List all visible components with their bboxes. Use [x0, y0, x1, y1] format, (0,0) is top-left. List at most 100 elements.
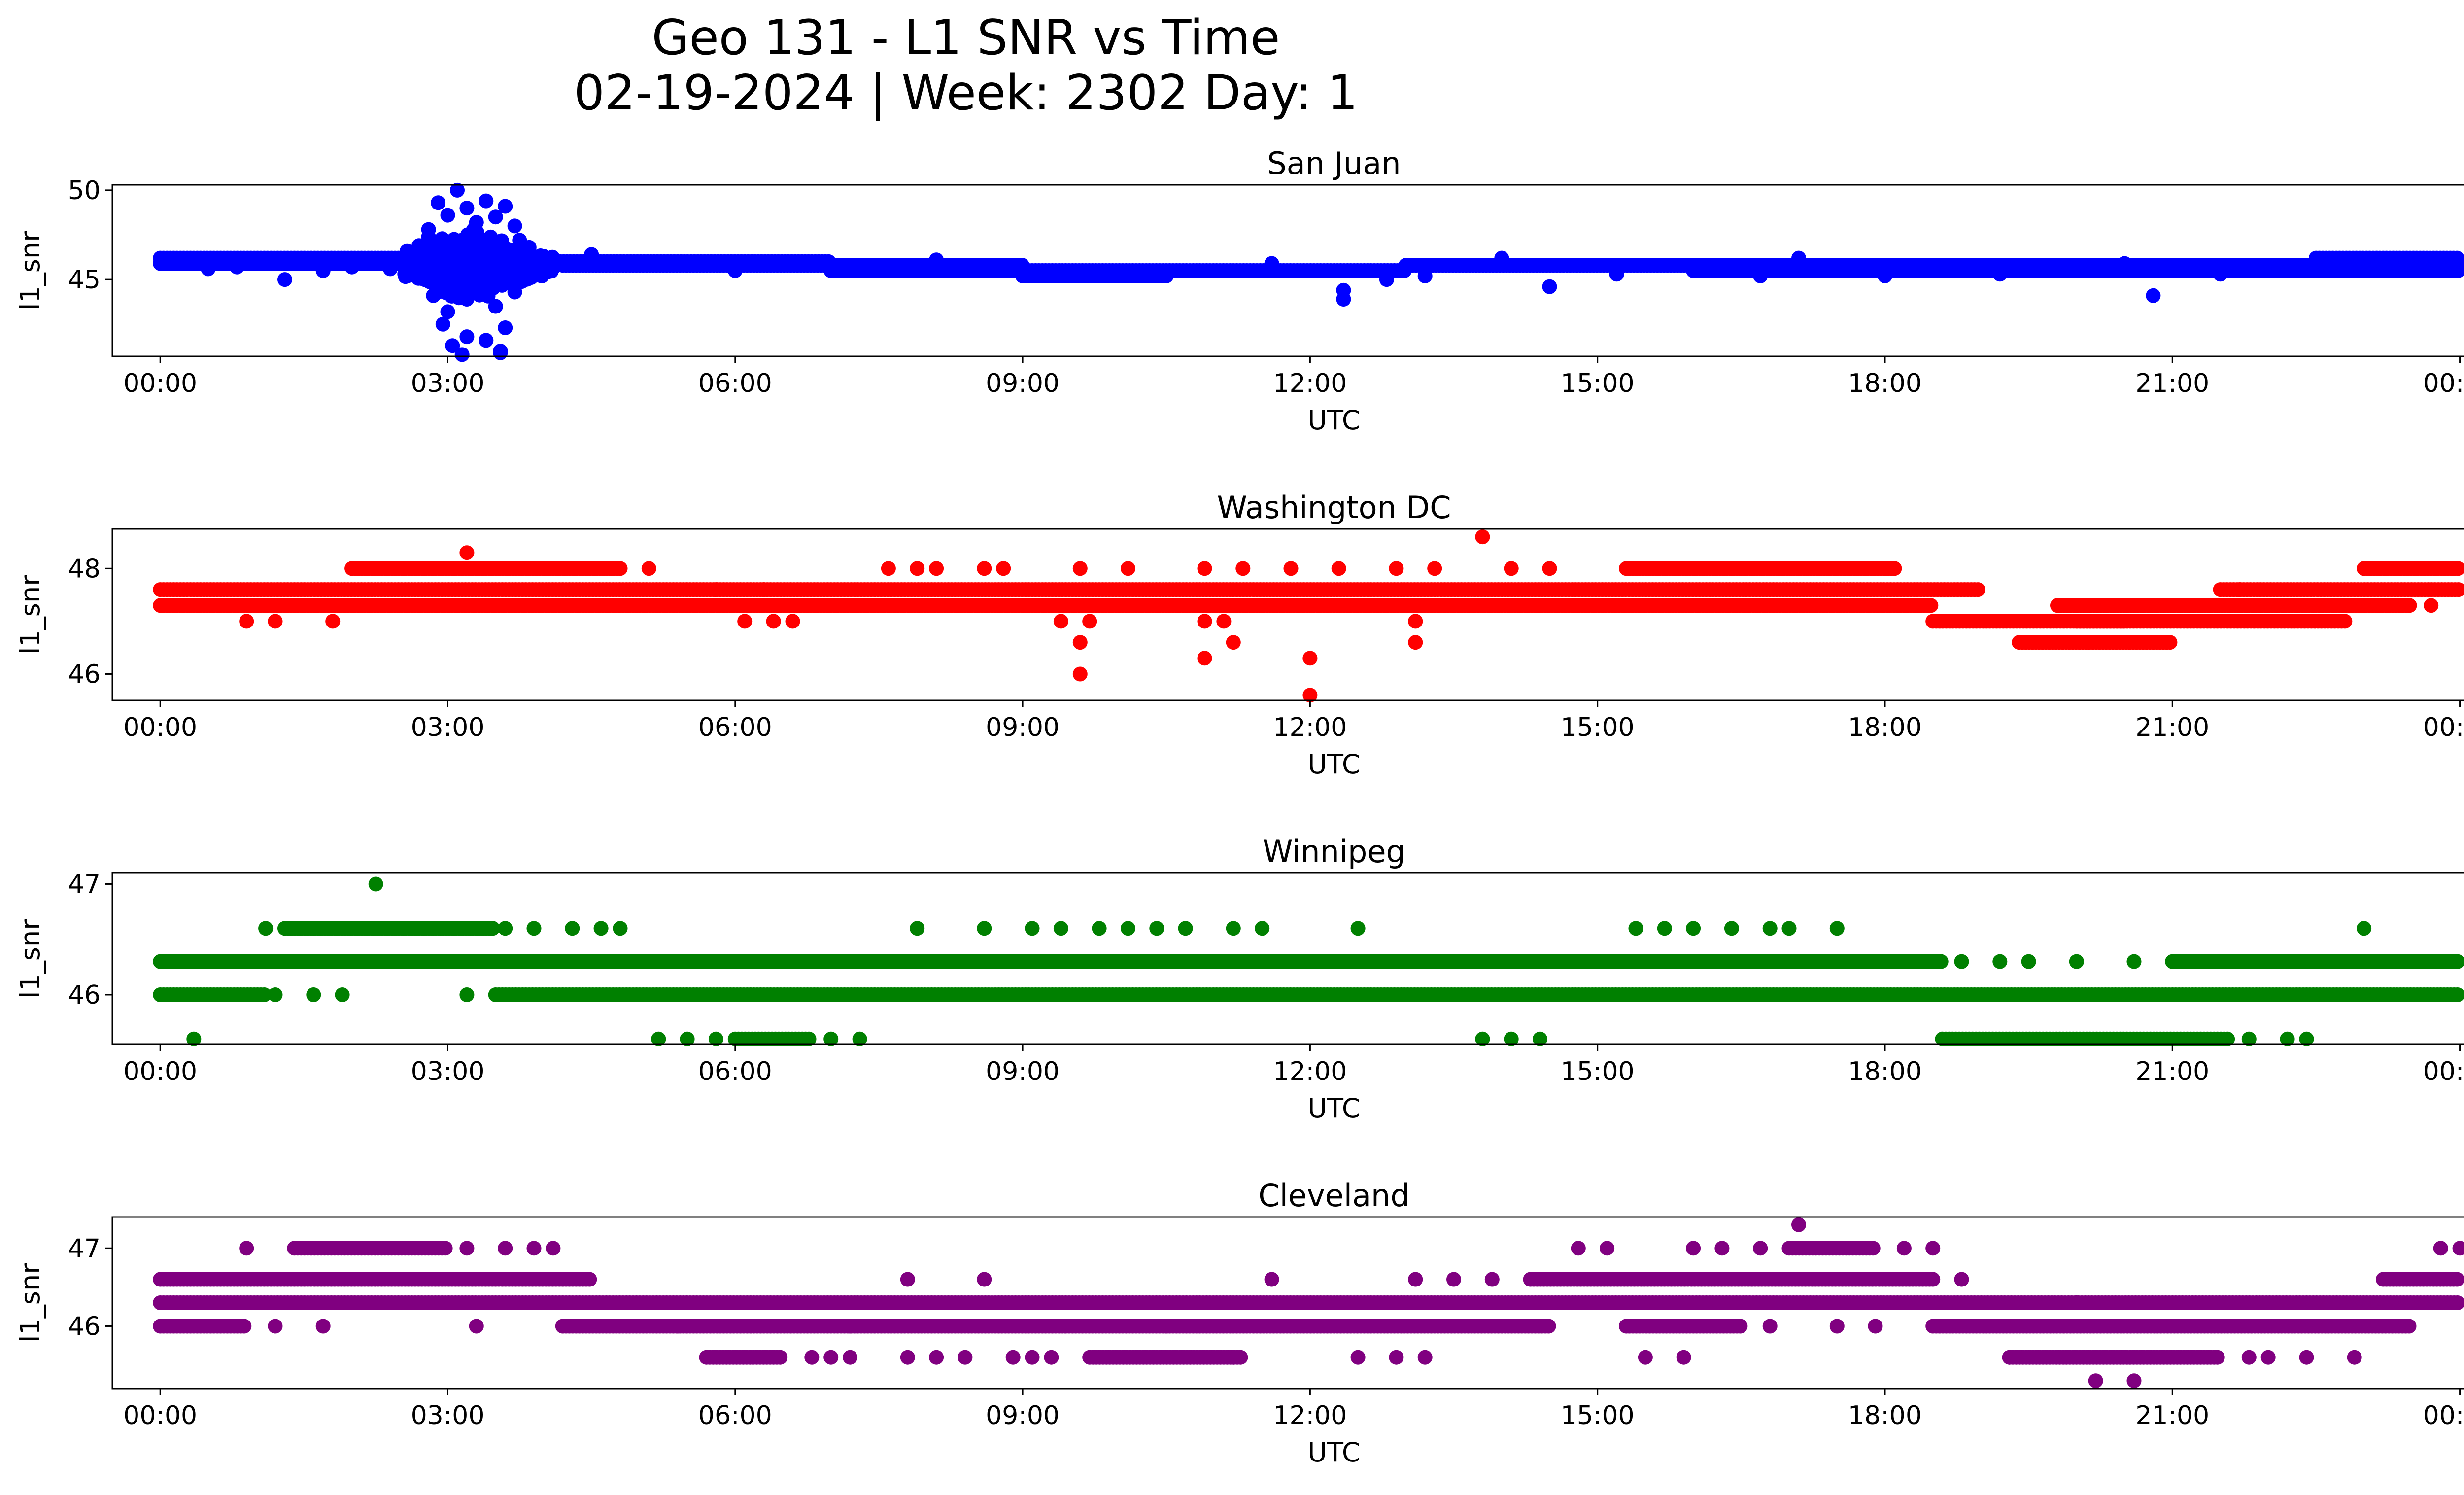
data-point: [1336, 282, 1351, 298]
y-tick-label: 48: [68, 554, 101, 584]
data-point: [613, 561, 628, 576]
data-point: [444, 288, 459, 304]
data-point: [1887, 561, 1902, 576]
data-point: [536, 249, 551, 264]
data-point: [498, 320, 513, 335]
data-point: [481, 254, 496, 269]
data-point: [458, 255, 474, 271]
y-axis-label: l1_snr: [15, 231, 46, 311]
data-point: [1923, 598, 1939, 613]
data-point: [454, 347, 470, 362]
data-point: [507, 218, 522, 234]
data-point: [526, 261, 542, 277]
y-tick-label: 45: [68, 265, 101, 295]
data-point: [708, 582, 723, 597]
data-point: [493, 345, 508, 360]
data-point: [402, 259, 417, 275]
x-tick-label: 18:00: [1848, 713, 1922, 742]
data-point: [996, 261, 1011, 277]
data-point: [1417, 268, 1433, 283]
data-point: [727, 263, 743, 278]
data-point: [446, 258, 461, 273]
data-point: [1609, 267, 1624, 282]
data-point: [268, 614, 283, 629]
data-point: [382, 261, 398, 277]
data-point: [1427, 561, 1442, 576]
data-point: [1226, 635, 1241, 650]
data-point: [1331, 561, 1346, 576]
data-point: [2402, 598, 2417, 613]
data-point: [469, 215, 484, 230]
x-tick-label: 15:00: [1561, 369, 1635, 398]
data-point: [507, 284, 522, 300]
data-point: [1072, 561, 1088, 576]
data-point: [996, 561, 1011, 576]
data-point: [488, 299, 503, 314]
x-tick-label: 03:00: [411, 713, 485, 742]
data-point: [2424, 598, 2439, 613]
data-point: [1072, 635, 1088, 650]
data-point: [440, 208, 455, 223]
data-point: [2308, 261, 2324, 277]
data-point: [277, 272, 292, 287]
data-point: [737, 614, 753, 629]
y-tick-label: 46: [68, 660, 101, 689]
data-point: [1494, 250, 1509, 266]
data-point: [1933, 954, 1949, 969]
x-tick-label: 00:00: [123, 369, 197, 398]
data-point: [584, 247, 599, 262]
data-point: [910, 561, 925, 576]
data-point: [521, 240, 537, 255]
data-point: [1235, 561, 1251, 576]
data-point: [641, 561, 656, 576]
data-point: [2337, 614, 2353, 629]
data-point: [344, 259, 360, 275]
data-point: [2162, 635, 2178, 650]
data-point: [1753, 268, 1768, 283]
data-point: [1389, 561, 1404, 576]
data-point: [1302, 651, 1318, 666]
data-point: [459, 201, 475, 216]
data-point: [479, 193, 494, 209]
data-point: [785, 614, 800, 629]
data-point: [315, 263, 331, 278]
data-point: [1791, 250, 1806, 266]
x-axis-label: UTC: [1307, 405, 1360, 436]
x-tick-label: 15:00: [1561, 713, 1635, 742]
x-tick-label: 06:00: [698, 713, 772, 742]
x-tick-label: 21:00: [2135, 713, 2209, 742]
x-tick-label: 00:00: [2423, 713, 2464, 742]
data-point: [1379, 272, 1394, 287]
y-tick-label: 50: [68, 176, 101, 206]
data-point: [1197, 614, 1212, 629]
y-axis-label: l1_snr: [15, 575, 46, 655]
data-point: [1408, 614, 1423, 629]
data-point: [426, 288, 441, 303]
data-point: [239, 614, 254, 629]
data-point: [431, 195, 446, 210]
x-tick-label: 03:00: [411, 369, 485, 398]
data-point: [504, 250, 519, 266]
data-point: [1159, 268, 1174, 283]
data-point: [1072, 666, 1088, 682]
data-point: [756, 582, 772, 597]
data-point: [498, 199, 513, 214]
data-point: [1542, 561, 1557, 576]
data-point: [1082, 614, 1097, 629]
data-point: [459, 545, 475, 560]
figure-title-line-2: 02-19-2024 | Week: 2302 Day: 1: [574, 65, 1358, 121]
data-point: [417, 259, 432, 274]
data-point: [229, 259, 244, 275]
data-point: [1970, 582, 1985, 597]
data-point: [1475, 529, 1490, 545]
data-point: [977, 561, 992, 576]
data-point: [201, 261, 216, 277]
data-point: [1283, 561, 1299, 576]
figure-title-line-1: Geo 131 - L1 SNR vs Time: [652, 10, 1280, 66]
x-tick-label: 06:00: [698, 369, 772, 398]
data-point: [929, 252, 944, 268]
data-point: [1197, 651, 1212, 666]
